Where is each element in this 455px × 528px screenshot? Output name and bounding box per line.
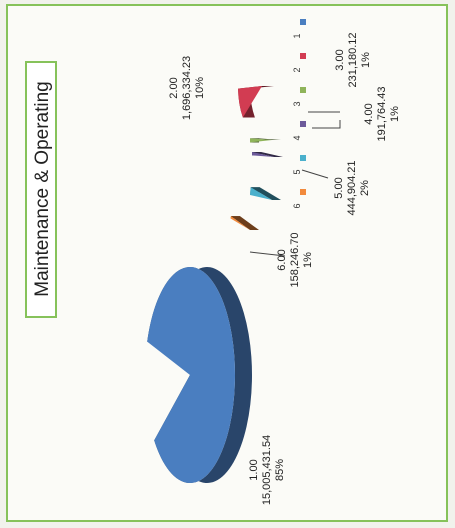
pie-slice-edge-6 (230, 216, 259, 230)
pie-slice-edge-4 (252, 151, 283, 157)
legend: 1 2 3 4 5 6 (292, 19, 306, 209)
data-label-category: 4.00 (363, 103, 375, 124)
title-box (25, 61, 57, 318)
data-label-5: 5.00 444,904.21 2% (333, 160, 371, 215)
data-label-6: 6.00 158,246.70 1% (276, 232, 314, 287)
pie-slice-top-3 (250, 138, 272, 143)
pie-slice-top-1 (147, 266, 235, 483)
pie-slice-5 (250, 187, 281, 200)
legend-swatch-3 (300, 87, 306, 93)
data-labels: 1.00 15,005,431.54 85% 2.00 1,696,334.23 10% 3… (168, 32, 401, 505)
pie-slice-3 (250, 138, 281, 143)
leader-line (249, 251, 286, 257)
data-label-1: 1.00 15,005,431.54 85% (248, 435, 286, 505)
leader-lines (249, 111, 341, 257)
data-label-value: 444,904.21 (346, 160, 358, 215)
legend-swatch-1 (300, 19, 306, 25)
data-label-value: 191,764.43 (376, 86, 388, 141)
pie-slice-top-2 (238, 86, 262, 118)
data-label-4: 4.00 191,764.43 1% (363, 86, 401, 141)
leader-line (301, 169, 329, 179)
data-label-percent: 1% (360, 52, 372, 68)
data-label-2: 2.00 1,696,334.23 10% (168, 56, 206, 120)
data-label-category: 1.00 (248, 459, 260, 480)
data-label-value: 1,696,334.23 (181, 56, 193, 120)
leader-line (312, 120, 341, 129)
pie-slice-top-6 (230, 216, 250, 230)
data-label-percent: 85% (274, 459, 286, 481)
data-label-3: 3.00 231,180.12 1% (334, 32, 372, 87)
legend-label-4: 4 (292, 135, 302, 140)
chart-title: Maintenance & Operating (32, 81, 53, 296)
data-label-category: 6.00 (276, 249, 288, 270)
pie-slice-edge-5 (250, 187, 281, 200)
pie-slice-2 (238, 86, 274, 118)
pie-slice-1 (147, 266, 252, 483)
data-label-category: 2.00 (168, 77, 180, 98)
legend-swatch-5 (300, 155, 306, 161)
data-label-value: 231,180.12 (347, 32, 359, 87)
data-label-percent: 10% (194, 77, 206, 99)
slices-layer (147, 86, 283, 483)
pie-slice-6 (230, 216, 259, 230)
legend-label-2: 2 (292, 67, 302, 72)
data-label-percent: 2% (359, 180, 371, 196)
legend-label-1: 1 (292, 33, 302, 38)
legend-label-5: 5 (292, 169, 302, 174)
data-label-category: 3.00 (334, 49, 346, 70)
legend-swatch-6 (300, 189, 306, 195)
pie-slice-4 (252, 151, 283, 157)
pie-slice-top-4 (252, 151, 274, 157)
data-label-percent: 1% (389, 106, 401, 122)
data-label-value: 158,246.70 (289, 232, 301, 287)
data-label-percent: 1% (302, 252, 314, 268)
legend-label-6: 6 (292, 203, 302, 208)
pie-slice-edge-3 (250, 138, 281, 140)
pie-slice-top-5 (250, 187, 272, 200)
legend-swatch-2 (300, 53, 306, 59)
data-label-value: 15,005,431.54 (261, 435, 273, 505)
data-label-category: 5.00 (333, 177, 345, 198)
legend-swatch-4 (300, 121, 306, 127)
legend-label-3: 3 (292, 101, 302, 106)
